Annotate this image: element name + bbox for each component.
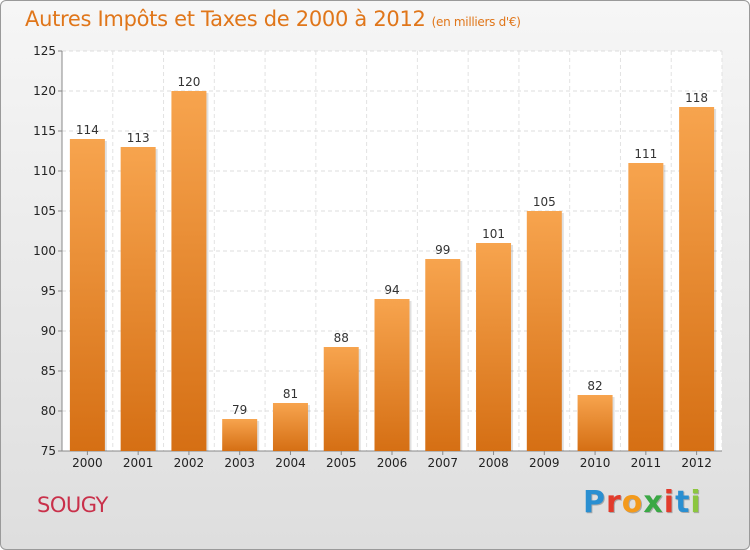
x-tick-label: 2000: [72, 456, 103, 470]
proxiti-logo[interactable]: Proxiti: [583, 485, 702, 520]
bar: [171, 91, 207, 451]
y-tick-label: 105: [33, 204, 56, 218]
bars: [69, 91, 717, 451]
y-tick-label: 115: [33, 124, 56, 138]
bar-value-label: 81: [283, 387, 298, 401]
bar: [120, 147, 156, 451]
bar: [679, 107, 715, 451]
bar-value-label: 101: [482, 227, 505, 241]
y-tick-label: 120: [33, 84, 56, 98]
bar-value-label: 99: [435, 243, 450, 257]
y-tick-label: 125: [33, 44, 56, 58]
x-tick-label: 2010: [580, 456, 611, 470]
logo-letter: r: [606, 485, 622, 520]
bar-value-label: 114: [76, 123, 99, 137]
x-tick-label: 2008: [478, 456, 509, 470]
y-tick-label: 75: [41, 444, 56, 458]
y-tick-label: 110: [33, 164, 56, 178]
bar: [374, 299, 410, 451]
x-tick-label: 2001: [123, 456, 154, 470]
logo-letter: o: [621, 485, 644, 520]
x-tick-label: 2004: [275, 456, 306, 470]
bar-value-label: 88: [334, 331, 349, 345]
bar-value-label: 113: [127, 131, 150, 145]
bar-value-label: 105: [533, 195, 556, 209]
labels: 75 80 85 90 95 100 105 110 115 120 125 114 2000 113 20…: [33, 44, 712, 470]
bar-value-label: 111: [634, 147, 657, 161]
logo-letter: t: [675, 485, 691, 520]
bar-value-label: 118: [685, 91, 708, 105]
x-tick-label: 2009: [529, 456, 560, 470]
bar: [323, 347, 359, 451]
y-tick-label: 85: [41, 364, 56, 378]
bar: [628, 163, 664, 451]
bar: [272, 403, 308, 451]
bar-value-label: 82: [587, 379, 602, 393]
logo-letter: P: [583, 485, 606, 520]
y-tick-label: 95: [41, 284, 56, 298]
y-tick-label: 90: [41, 324, 56, 338]
bar: [69, 139, 105, 451]
bar-value-label: 94: [384, 283, 399, 297]
bar: [577, 395, 613, 451]
logo-letter: i: [690, 485, 702, 520]
chart-title: Autres Impôts et Taxes de 2000 à 2012 (en…: [25, 7, 521, 31]
bar: [425, 259, 461, 451]
x-tick-label: 2005: [326, 456, 357, 470]
x-tick-label: 2012: [681, 456, 712, 470]
logo-letter: i: [663, 485, 676, 520]
logo-letter: x: [643, 485, 664, 520]
chart-subtitle: (en milliers d'€): [431, 15, 521, 29]
commune-name: SOUGY: [37, 493, 108, 517]
bar: [476, 243, 512, 451]
x-tick-label: 2003: [224, 456, 255, 470]
x-tick-label: 2011: [631, 456, 662, 470]
bar: [526, 211, 562, 451]
y-tick-label: 100: [33, 244, 56, 258]
x-tick-label: 2002: [174, 456, 205, 470]
chart-title-text: Autres Impôts et Taxes de 2000 à 2012: [25, 7, 426, 31]
bar-value-label: 120: [177, 75, 200, 89]
y-tick-label: 80: [41, 404, 56, 418]
x-tick-label: 2006: [377, 456, 408, 470]
x-tick-label: 2007: [427, 456, 458, 470]
bar: [222, 419, 258, 451]
bar-value-label: 79: [232, 403, 247, 417]
